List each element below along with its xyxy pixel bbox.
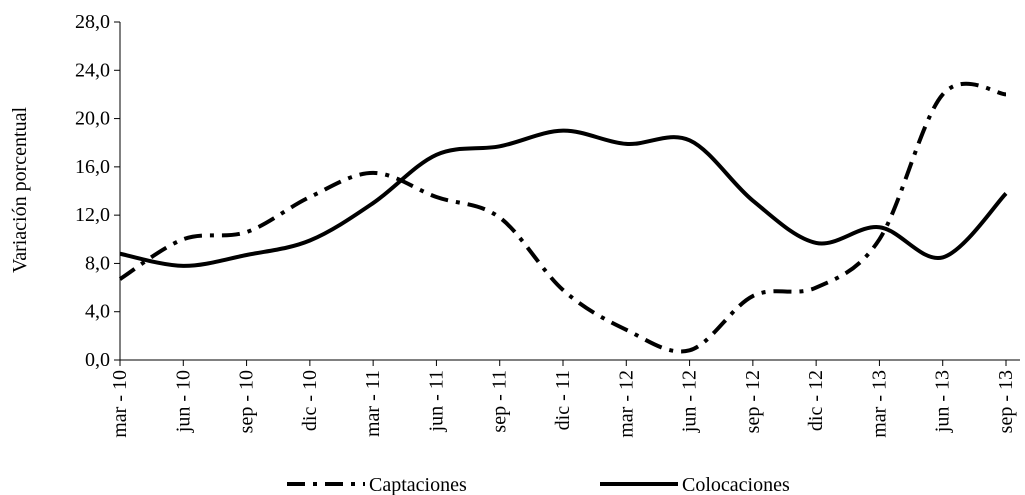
y-tick-label: 20,0 [75, 108, 110, 130]
x-tick-label: mar - 12 [615, 370, 637, 438]
y-tick-label: 8,0 [85, 252, 110, 274]
x-tick-label: mar - 11 [362, 370, 384, 437]
x-tick-label: sep - 12 [742, 370, 764, 433]
series-line [118, 81, 1007, 354]
y-tick-label: 12,0 [75, 204, 110, 226]
y-tick-label: 16,0 [75, 156, 110, 178]
x-tick-label: sep - 10 [236, 370, 258, 433]
x-tick-label: dic - 11 [552, 370, 574, 430]
x-tick-label: dic - 10 [299, 370, 321, 431]
y-tick-label: 4,0 [85, 301, 110, 323]
x-tick-label: mar - 13 [868, 370, 890, 438]
x-tick-label: jun - 10 [172, 370, 194, 433]
x-tick-label: jun - 12 [679, 370, 701, 433]
x-tick-label: sep - 11 [489, 370, 511, 433]
y-tick-label: 28,0 [75, 11, 110, 33]
x-tick-label: dic - 12 [805, 370, 827, 431]
legend-label: Captaciones [369, 474, 467, 495]
y-axis-label: Variación porcentual [9, 107, 31, 273]
y-tick-label: 24,0 [75, 59, 110, 81]
y-tick-label: 0,0 [85, 349, 110, 371]
x-tick-label: jun - 13 [932, 370, 954, 433]
x-tick-label: sep - 13 [995, 370, 1017, 433]
x-tick-label: mar - 10 [109, 370, 131, 438]
legend-label: Colocaciones [682, 474, 790, 495]
series-line [119, 128, 1008, 268]
x-tick-label: jun - 11 [425, 370, 447, 432]
